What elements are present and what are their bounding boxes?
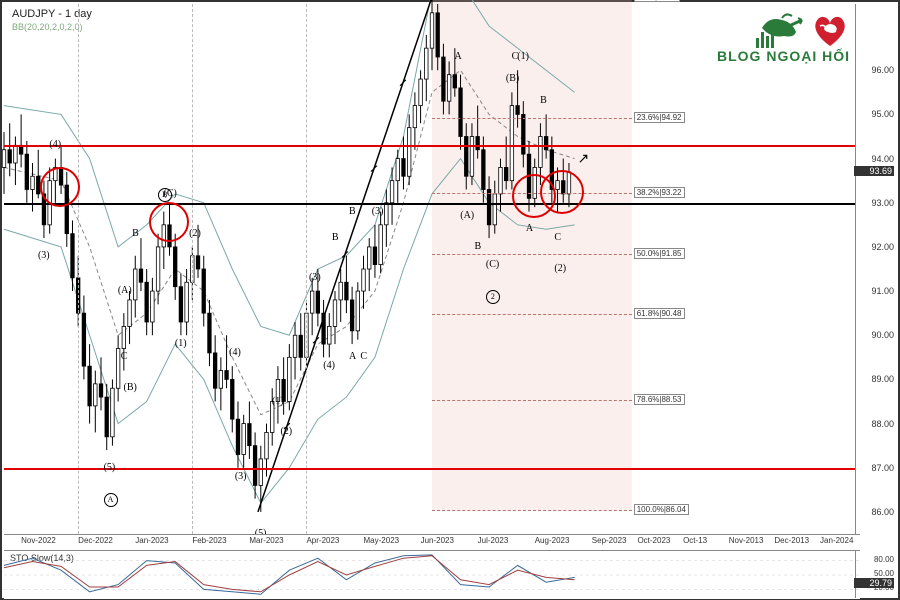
wave-label: (B) [124, 382, 137, 393]
fib-label: 38.2%|93.22 [634, 187, 685, 198]
price-tick: 96.00 [858, 65, 894, 75]
wave-label: (A) [118, 285, 132, 296]
wave-label: (4) [323, 360, 335, 371]
chart-svg [4, 4, 860, 534]
indicator-svg [4, 551, 860, 599]
price-tick: 90.00 [858, 330, 894, 340]
price-tick: 88.00 [858, 419, 894, 429]
price-tick: 95.00 [858, 109, 894, 119]
wave-label: (2) [554, 263, 566, 274]
wave-label: (3) [235, 471, 247, 482]
wave-label: (3) [309, 272, 321, 283]
wave-label: (1) [517, 51, 529, 62]
fib-label: 23.6%|94.92 [634, 112, 685, 123]
wave-label: (B) [506, 73, 519, 84]
price-tick: 86.00 [858, 507, 894, 517]
wave-label: B [132, 228, 139, 239]
price-tick: 94.00 [858, 154, 894, 164]
current-price-box: 93.69 [854, 166, 894, 176]
price-tick: 87.00 [858, 463, 894, 473]
fib-label: 61.8%|90.48 [634, 308, 685, 319]
time-tick: Nov-2022 [21, 536, 56, 545]
wave-label: (4) [49, 139, 61, 150]
wave-label: (2) [189, 228, 201, 239]
wave-label: (3) [38, 250, 50, 261]
time-tick: Dec-2022 [78, 536, 113, 545]
time-tick: May-2023 [364, 536, 400, 545]
wave-label: B [349, 206, 356, 217]
wave-label: 2 [486, 290, 500, 304]
wave-label: B [475, 241, 482, 252]
time-tick: Aug-2023 [535, 536, 570, 545]
chart-frame: AUDJPY - 1 day BB(20,20,2,0,2,0) BLOG NG… [0, 0, 900, 600]
price-axis: 86.00 87.00 88.00 89.00 90.00 91.00 92.00 93.00… [855, 4, 896, 534]
price-tick: 93.00 [858, 198, 894, 208]
time-tick: Jul-2023 [478, 536, 509, 545]
stochastic-panel[interactable]: STO Slow(14,3) [4, 550, 860, 599]
time-tick: Jun-2023 [421, 536, 454, 545]
indicator-tick: 50.00 [858, 569, 894, 578]
indicator-tick: 80.00 [858, 555, 894, 564]
indicator-axis: 20.0050.0080.0029.79 [855, 550, 896, 598]
wave-label: B [332, 232, 339, 243]
wave-label: (C) [486, 259, 499, 270]
wave-label: (A) [460, 210, 474, 221]
wave-label: A [349, 351, 356, 362]
time-tick: Jan-2023 [135, 536, 168, 545]
arrow-icon: ↗ [578, 150, 590, 167]
fib-label: 100.0%|86.04 [634, 504, 689, 515]
time-tick: Apr-2023 [306, 536, 339, 545]
fib-label: 78.6%|88.53 [634, 394, 685, 405]
heart-dove-icon [810, 10, 850, 50]
highlight-circle [540, 170, 584, 214]
bull-icon [754, 10, 804, 50]
wave-label: C [360, 351, 367, 362]
wave-label: A [104, 493, 118, 507]
time-tick: Sep-2023 [592, 536, 627, 545]
time-tick: Feb-2023 [192, 536, 226, 545]
main-chart[interactable]: AUDJPY - 1 day BB(20,20,2,0,2,0) BLOG NG… [4, 4, 860, 534]
time-tick: Oct-2023 [637, 536, 670, 545]
highlight-circle [40, 167, 80, 207]
watermark-logo [754, 10, 850, 50]
wave-label: (1) [175, 338, 187, 349]
fib-label: 0.0%|97.66 [634, 0, 680, 2]
wave-label: C [121, 351, 128, 362]
fib-label: 50.0%|91.85 [634, 248, 685, 259]
price-tick: 91.00 [858, 286, 894, 296]
time-axis: Nov-2022 Dec-2022 Jan-2023 Feb-2023 Mar-2023… [4, 534, 860, 549]
watermark-text: BLOG NGOẠI HỐI [717, 48, 850, 64]
wave-label: (3) [372, 206, 384, 217]
wave-label: (C) [163, 188, 176, 199]
price-tick: 89.00 [858, 374, 894, 384]
price-tick: 92.00 [858, 242, 894, 252]
wave-label: (4) [229, 347, 241, 358]
wave-label: C [554, 232, 561, 243]
time-tick: Jan-2024 [820, 536, 853, 545]
wave-label: (2) [280, 426, 292, 437]
indicator-current: 29.79 [854, 578, 894, 588]
wave-label: (1) [272, 396, 284, 407]
highlight-circle [149, 202, 189, 242]
wave-label: (5) [104, 462, 116, 473]
wave-label: A [526, 223, 533, 234]
wave-label: B [540, 95, 547, 106]
time-tick: Oct-13 [683, 536, 707, 545]
time-tick: Dec-2013 [774, 536, 809, 545]
time-tick: Nov-2013 [729, 536, 764, 545]
time-tick: Mar-2023 [249, 536, 283, 545]
wave-label: A [455, 51, 462, 62]
